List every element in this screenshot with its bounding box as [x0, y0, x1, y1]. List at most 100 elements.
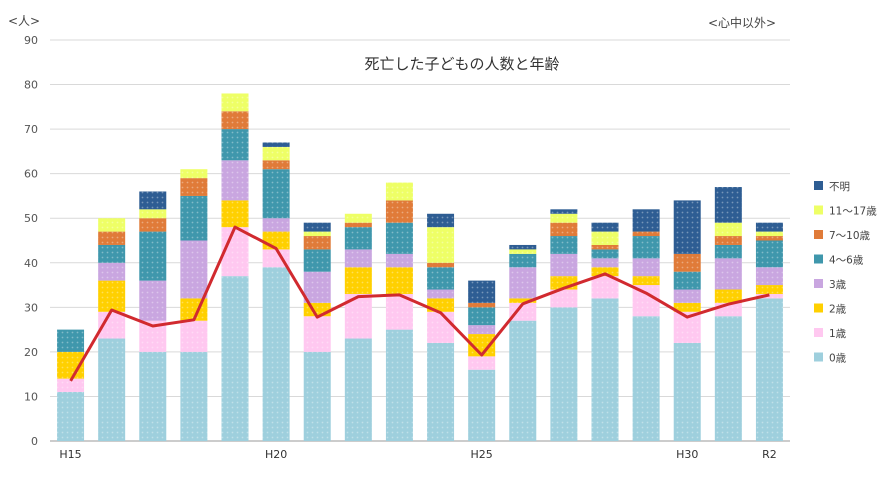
- bar-segment-texture: [303, 351, 331, 441]
- y-tick-labels: 0 10 20 30 40 50 60 70 80 90: [24, 34, 38, 448]
- legend-label: 1歳: [829, 328, 847, 340]
- bar-segment-texture: [427, 262, 455, 268]
- bar-segment-texture: [221, 227, 249, 277]
- y-tick-label: 60: [24, 168, 38, 181]
- legend: 不明 11〜17歳 7〜10歳 4〜6歳 3歳 2歳 1歳 0歳: [814, 181, 877, 365]
- bar-segment-texture: [632, 231, 660, 237]
- x-tick-label: H20: [265, 448, 287, 461]
- bar-segment-texture: [509, 253, 537, 268]
- y-unit-label: <人>: [8, 14, 41, 28]
- bar-segment-texture: [550, 222, 578, 237]
- bar-segment-texture: [303, 222, 331, 232]
- bar-segment-texture: [385, 222, 413, 254]
- bar-segment-texture: [57, 391, 85, 441]
- bar-segment-texture: [632, 258, 660, 277]
- bar-segment-texture: [468, 302, 496, 308]
- legend-swatch: [814, 279, 823, 288]
- legend-label: 0歳: [829, 353, 847, 365]
- bar-segment-texture: [344, 213, 372, 223]
- legend-swatch: [814, 181, 823, 190]
- bar-segment-texture: [509, 298, 537, 303]
- bar-segment-texture: [755, 222, 783, 232]
- bar-segment-texture: [550, 307, 578, 441]
- bar-segment-texture: [427, 213, 455, 228]
- bar-segment-texture: [221, 200, 249, 228]
- bar-segment-texture: [673, 289, 701, 303]
- legend-label: 4〜6歳: [829, 255, 864, 267]
- bar-segment-texture: [550, 213, 578, 223]
- bar-segment-texture: [755, 240, 783, 268]
- bar-segment-texture: [591, 244, 619, 250]
- legend-label: 3歳: [829, 279, 847, 291]
- bar-segment-texture: [591, 222, 619, 232]
- y-tick-label: 90: [24, 34, 38, 47]
- bar-segment-texture: [468, 356, 496, 370]
- note-label: <心中以外>: [708, 16, 777, 30]
- bar-segment-texture: [714, 258, 742, 290]
- bar-segment-texture: [98, 244, 126, 263]
- legend-label: 7〜10歳: [829, 230, 871, 242]
- bar-segment-texture: [468, 307, 496, 326]
- bar-segment-texture: [98, 231, 126, 245]
- bar-segment-texture: [755, 285, 783, 294]
- bar-segment-texture: [509, 302, 537, 321]
- legend-label: 不明: [829, 181, 850, 193]
- bar-segment-texture: [221, 129, 249, 161]
- bar-segment-texture: [385, 253, 413, 268]
- bar-segment-texture: [714, 316, 742, 441]
- bar-segment-texture: [591, 258, 619, 268]
- bar-segment-texture: [98, 218, 126, 232]
- bar-segment-texture: [714, 236, 742, 245]
- bar-segment-texture: [221, 160, 249, 201]
- bar-segment-texture: [755, 236, 783, 241]
- bar-segment-texture: [591, 298, 619, 441]
- bar-segment-texture: [139, 209, 167, 219]
- bar-segment-texture: [180, 195, 208, 241]
- bar-segment-texture: [632, 209, 660, 232]
- bar-segment-texture: [714, 289, 742, 303]
- bar-segment-texture: [591, 249, 619, 259]
- bar-segment-texture: [427, 267, 455, 290]
- bar-segment-texture: [591, 276, 619, 299]
- bar-segment-texture: [139, 231, 167, 281]
- bar-segment-texture: [427, 227, 455, 263]
- bar-segment-texture: [139, 280, 167, 321]
- bar-segment-texture: [57, 329, 85, 352]
- bar-segment-texture: [262, 142, 290, 147]
- bar-segment-texture: [714, 187, 742, 223]
- bar-segment-texture: [673, 271, 701, 290]
- bar-segment-texture: [262, 249, 290, 268]
- bar-segment-texture: [673, 342, 701, 441]
- bar-segment-texture: [98, 280, 126, 312]
- bar-segment-texture: [344, 338, 372, 441]
- x-tick-label: R2: [762, 448, 777, 461]
- legend-label: 11〜17歳: [829, 206, 877, 218]
- bar-segment-texture: [385, 200, 413, 223]
- bar-segment-texture: [632, 236, 660, 259]
- bar-segment-texture: [303, 249, 331, 272]
- bars: [57, 93, 783, 441]
- y-tick-label: 30: [24, 301, 38, 314]
- bar-segment-texture: [550, 253, 578, 277]
- bar-segment-texture: [262, 169, 290, 219]
- bar-segment-texture: [98, 338, 126, 441]
- bar-segment-texture: [550, 289, 578, 308]
- trend-line: [69, 225, 770, 382]
- bar-segment-texture: [262, 160, 290, 170]
- bar-segment-texture: [673, 302, 701, 312]
- bar-segment-texture: [344, 222, 372, 228]
- bar-segment-texture: [262, 267, 290, 441]
- bar-segment-texture: [303, 271, 331, 303]
- bar-segment-texture: [755, 267, 783, 286]
- bar-segment-texture: [180, 351, 208, 441]
- bar-segment-texture: [509, 267, 537, 299]
- x-tick-labels: H15 H20 H25 H30 R2: [59, 448, 776, 461]
- bar-segment-texture: [98, 262, 126, 281]
- y-tick-label: 40: [24, 257, 38, 270]
- x-tick-label: H15: [59, 448, 81, 461]
- bar-segment-texture: [344, 267, 372, 294]
- bar-segment-texture: [673, 200, 701, 254]
- bar-segment-texture: [180, 320, 208, 352]
- bar-segment-texture: [468, 369, 496, 441]
